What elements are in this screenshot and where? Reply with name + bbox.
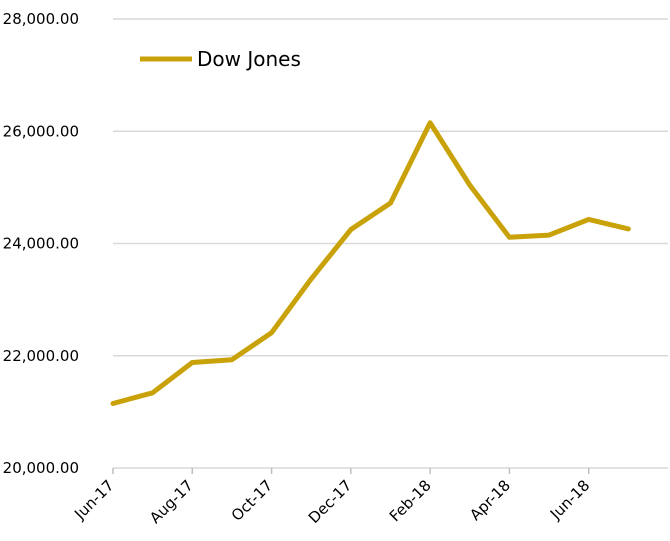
- axes: 20,000.00 22,000.00 24,000.00 26,000.00 28,0…: [3, 10, 668, 527]
- series-line-dow-jones: [110, 120, 631, 406]
- y-tick-label: 28,000.00: [3, 10, 79, 28]
- y-tick-label: 26,000.00: [3, 122, 79, 140]
- x-tick-label: Dec-17: [305, 476, 356, 527]
- x-tick-label: Oct-17: [228, 476, 276, 524]
- x-tick-label: Feb-18: [386, 476, 435, 525]
- x-tick-label: Jun-18: [546, 476, 593, 523]
- y-tick-label: 24,000.00: [3, 235, 79, 253]
- gridlines: [113, 18, 668, 357]
- x-tick-label: Jun-17: [70, 476, 117, 523]
- legend: Dow Jones: [140, 47, 301, 71]
- x-tick-label: Apr-18: [466, 476, 514, 524]
- y-tick-label: 22,000.00: [3, 347, 79, 365]
- x-tick-label: Aug-17: [146, 476, 197, 527]
- legend-label: Dow Jones: [197, 47, 301, 71]
- series-layer: [110, 120, 631, 406]
- y-tick-label: 20,000.00: [3, 459, 79, 477]
